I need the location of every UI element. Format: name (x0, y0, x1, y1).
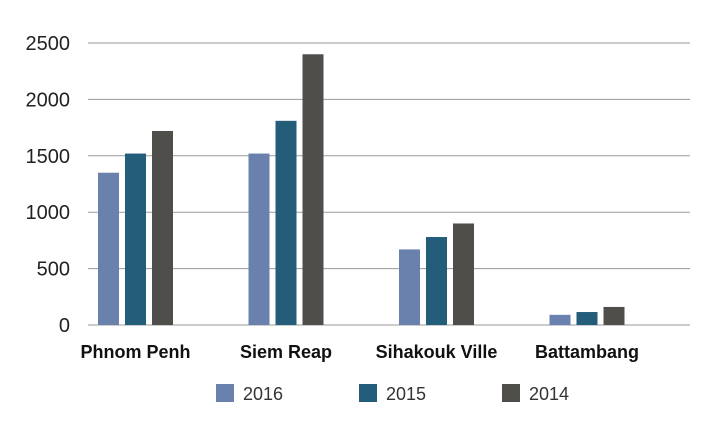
bar-2014-sihakouk-ville (453, 223, 474, 325)
bar-2015-siem-reap (275, 120, 297, 325)
x-category-label: Battambang (535, 342, 639, 362)
legend: 2016 2015 2014 (216, 384, 569, 404)
bar-2015-sihakouk-ville (426, 237, 447, 325)
x-category-label: Phnom Penh (80, 342, 190, 362)
y-tick-label: 0 (59, 315, 70, 337)
legend-label-2014: 2014 (529, 384, 569, 404)
y-tick-label: 1000 (26, 202, 71, 224)
legend-label-2016: 2016 (243, 384, 283, 404)
gridlines (88, 42, 690, 326)
bar-2016-siem-reap (248, 153, 270, 325)
legend-swatch-2016 (216, 384, 234, 402)
y-axis: 0 500 1000 1500 2000 2500 (26, 33, 71, 337)
legend-swatch-2014 (502, 384, 520, 402)
x-category-label: Siem Reap (240, 342, 332, 362)
bars (98, 54, 625, 325)
legend-swatch-2015 (359, 384, 377, 402)
y-tick-label: 2000 (26, 89, 71, 111)
x-axis: Phnom Penh Siem Reap Sihakouk Ville Battamb… (80, 342, 639, 362)
bar-2015-battambang (576, 312, 598, 325)
bar-2016-battambang (549, 314, 571, 325)
x-category-label: Sihakouk Ville (376, 342, 498, 362)
bar-2016-phnom-penh (98, 172, 119, 325)
y-tick-label: 1500 (26, 146, 71, 168)
y-tick-label: 500 (37, 259, 70, 281)
bar-2014-phnom-penh (152, 130, 173, 325)
y-tick-label: 2500 (26, 33, 71, 55)
bar-2014-siem-reap (302, 54, 324, 325)
legend-label-2015: 2015 (386, 384, 426, 404)
bar-2015-phnom-penh (125, 153, 146, 325)
bar-2014-battambang (603, 306, 625, 325)
bar-2016-sihakouk-ville (399, 249, 420, 325)
